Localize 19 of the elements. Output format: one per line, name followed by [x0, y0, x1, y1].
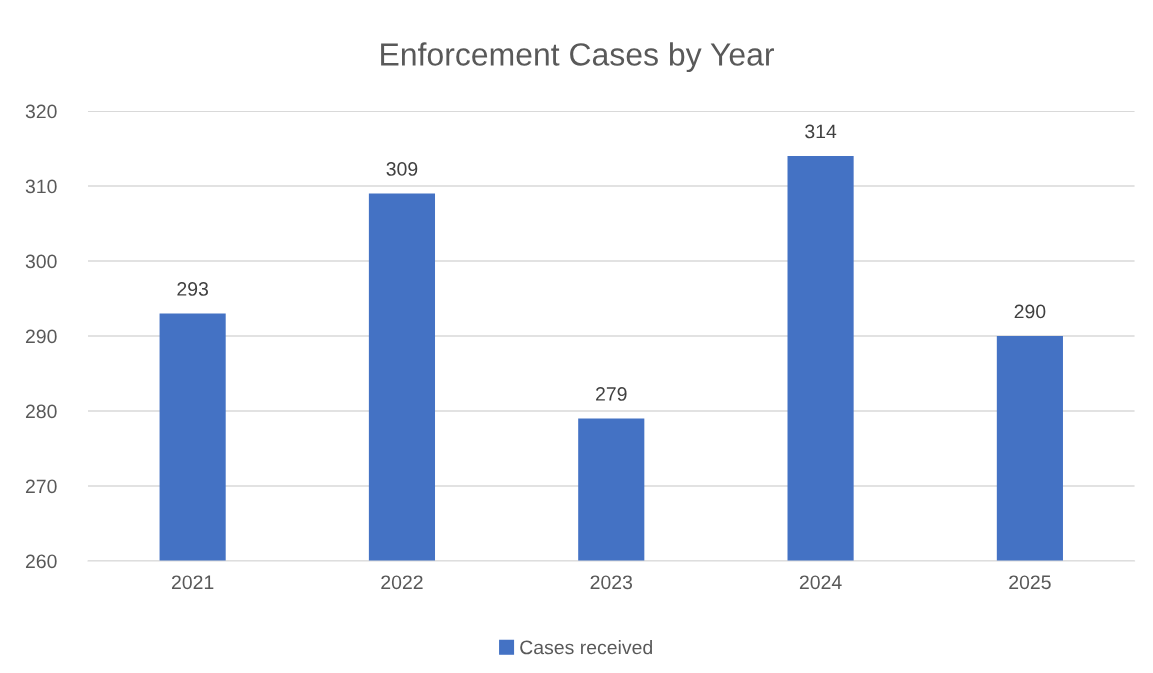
x-tick-label: 2021 [171, 575, 214, 590]
chart-title: Enforcement Cases by Year [381, 42, 774, 73]
y-tick-label: 280 [25, 404, 57, 419]
y-tick-label: 260 [25, 554, 57, 569]
data-label: 293 [177, 282, 208, 296]
data-label: 290 [1014, 304, 1046, 319]
y-tick-label: 290 [25, 329, 57, 344]
data-label: 309 [386, 162, 418, 176]
data-label: 279 [596, 387, 627, 401]
x-tick-label: 2025 [1009, 575, 1051, 590]
y-tick-label: 320 [25, 104, 57, 119]
x-tick-label: 2024 [799, 575, 842, 590]
x-tick-label: 2023 [590, 575, 633, 590]
y-tick-label: 310 [25, 179, 57, 194]
legend-label: Cases received [520, 640, 652, 655]
data-label: 314 [805, 124, 837, 139]
x-tick-label: 2022 [381, 575, 423, 590]
y-tick-label: 300 [25, 254, 57, 269]
y-tick-label: 270 [25, 479, 57, 494]
